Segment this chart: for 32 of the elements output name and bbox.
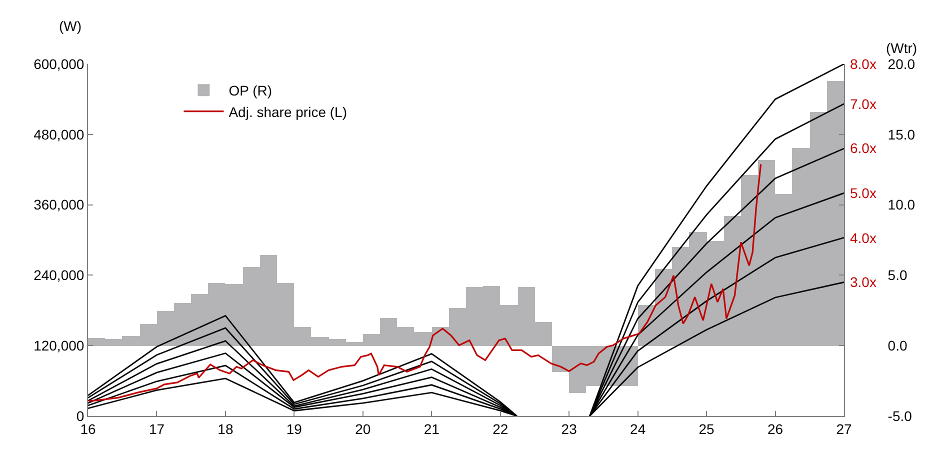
y2-tick-label: 0.0 bbox=[888, 338, 908, 354]
text: 3.0x bbox=[850, 274, 876, 290]
text: 6.0x bbox=[850, 140, 876, 156]
x-tick-label: 17 bbox=[148, 420, 165, 437]
y2-tick-label: 20.0 bbox=[888, 56, 916, 72]
y2-tick-label: -5.0 bbox=[888, 408, 912, 424]
x-tick-label: 21 bbox=[424, 420, 440, 437]
x-tick-label: 19 bbox=[286, 420, 302, 437]
x-tick-label: 26 bbox=[767, 420, 784, 437]
x-tick-label: 25 bbox=[698, 420, 715, 437]
x-tick-label: 20 bbox=[355, 420, 371, 437]
legend-label: OP (R) bbox=[228, 82, 272, 99]
y2-tick-label: 5.0 bbox=[888, 267, 908, 284]
x-tick-label: 27 bbox=[836, 420, 852, 437]
text: 4.0x bbox=[850, 230, 876, 246]
x-tick-label: 22 bbox=[492, 420, 508, 437]
text: 8.0x bbox=[850, 56, 876, 72]
y2-axis-title: (Wtr) bbox=[886, 40, 918, 56]
x-tick-label: 24 bbox=[630, 420, 646, 437]
y2-tick-label: 15.0 bbox=[888, 126, 916, 142]
text: 5.0x bbox=[850, 185, 876, 201]
y-tick-label: 240,000 bbox=[34, 267, 84, 284]
legend-label: Adj. share price (L) bbox=[228, 104, 347, 120]
text: 7.0x bbox=[850, 96, 876, 112]
y-tick-label: 480,000 bbox=[34, 126, 84, 142]
y2-tick-label: 10.0 bbox=[888, 196, 916, 213]
y-tick-label: 600,000 bbox=[34, 56, 84, 72]
x-tick-label: 23 bbox=[561, 420, 578, 437]
y-axis-title: (W) bbox=[59, 18, 82, 34]
x-tick-label: 18 bbox=[218, 420, 234, 437]
y-tick-label: 120,000 bbox=[34, 338, 84, 354]
y-tick-label: 360,000 bbox=[34, 196, 84, 213]
